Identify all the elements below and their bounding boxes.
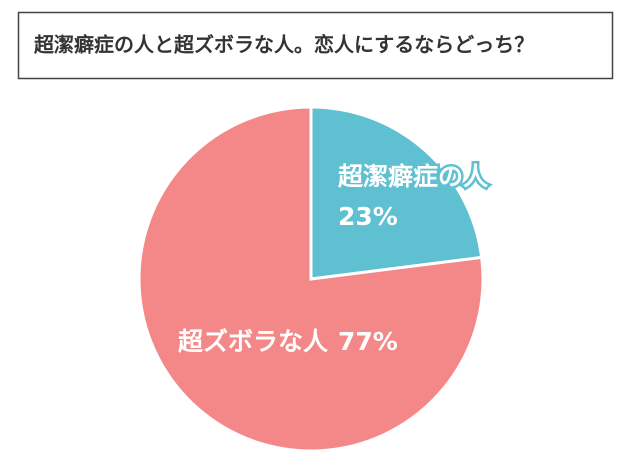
pie-slice bbox=[137, 105, 485, 453]
title-box bbox=[17, 11, 614, 80]
slice-label: 超ズボラな人 77% bbox=[178, 327, 398, 356]
slice-value-label: 23% bbox=[338, 202, 398, 231]
slice-category: 超ズボラな人 bbox=[178, 327, 328, 356]
slice-label: 超潔癖症の人 bbox=[338, 162, 488, 191]
slice-value-label: 77% bbox=[338, 327, 398, 356]
chart-title: 超潔癖症の人と超ズボラな人。恋人にするならどっち？ bbox=[33, 33, 534, 57]
pie-slice bbox=[309, 105, 484, 281]
